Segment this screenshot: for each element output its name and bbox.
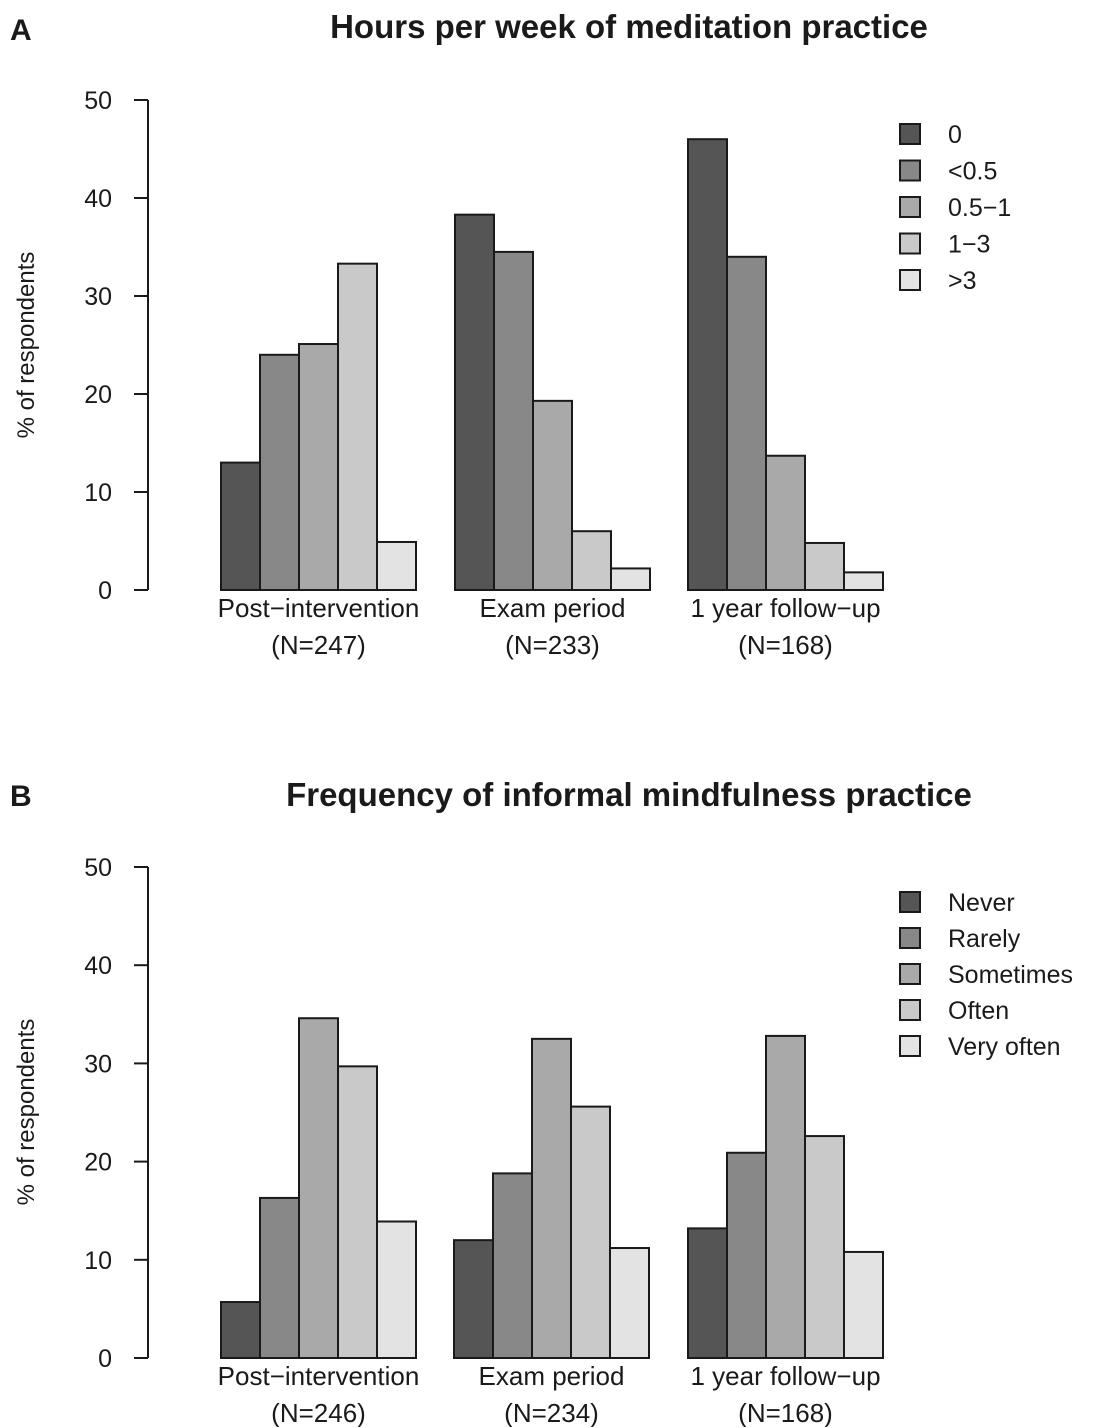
bar [687,1227,728,1359]
panel-letter: B [10,780,32,813]
legend-label: <0.5 [948,158,997,186]
legend-label: >3 [948,267,977,295]
legend-swatch [899,269,921,291]
legend-swatch [899,159,921,182]
x-category-sample-size: (N=233) [505,630,600,660]
x-category-label: Exam period [479,1361,625,1391]
bar [570,1105,611,1360]
x-category-label: Post−intervention [218,1361,420,1391]
legend-label: Never [948,889,1015,917]
y-axis-label: % of respondents [13,1019,40,1206]
bar [687,138,728,591]
x-category-sample-size: (N=247) [271,630,366,660]
legend-swatch [899,232,921,255]
bar [532,399,573,591]
legend-label: Rarely [948,925,1021,953]
bar [804,541,845,592]
bar [609,1247,650,1359]
chart-title: Hours per week of meditation practice [330,8,928,45]
legend-swatch [899,1035,921,1057]
bar [337,262,378,591]
bar [843,1250,884,1359]
y-tick-label: 50 [84,87,112,115]
legend-label: Sometimes [948,961,1073,989]
y-tick-label: 40 [84,952,112,980]
bar [492,1172,533,1360]
bar [454,213,495,591]
chart-title: Frequency of informal mindfulness practi… [286,776,972,813]
y-tick-label: 10 [84,1247,112,1275]
legend-swatch [899,123,921,145]
x-category-label: 1 year follow−up [690,593,880,623]
y-tick-label: 0 [98,1345,112,1373]
legend-label: Often [948,997,1009,1025]
y-tick-label: 20 [84,1149,112,1177]
bar [298,1017,339,1360]
y-axis-label: % of respondents [13,252,40,439]
y-tick-label: 10 [84,479,112,507]
legend-label: 0 [948,121,962,149]
bar [804,1135,845,1359]
y-tick-label: 30 [84,1050,112,1078]
bar [298,343,339,591]
legend-swatch [899,963,921,985]
x-category-sample-size: (N=168) [738,630,833,660]
bar [220,1301,261,1359]
x-category-sample-size: (N=234) [504,1398,599,1427]
bar [531,1037,572,1359]
bar [726,1151,767,1359]
legend-swatch [899,927,921,949]
chart-panel-a: A Hours per week of meditation practice … [10,8,1011,660]
y-tick-label: 30 [84,283,112,311]
bar [376,1220,417,1359]
bar [493,250,534,591]
bar [220,461,261,592]
bar [571,530,612,592]
x-category-label: 1 year follow−up [690,1361,880,1391]
legend-label: 0.5−1 [948,194,1011,222]
bar [376,540,417,591]
x-category-sample-size: (N=246) [271,1398,366,1427]
legend-swatch [899,891,921,913]
bar [610,567,651,592]
x-category-label: Exam period [480,593,626,623]
chart-panel-b: B Frequency of informal mindfulness prac… [10,776,1073,1427]
y-tick-label: 0 [98,577,112,605]
y-tick-label: 40 [84,185,112,213]
legend-label: Very often [948,1033,1061,1061]
x-category-label: Post−intervention [218,593,420,623]
y-tick-label: 20 [84,381,112,409]
x-category-sample-size: (N=168) [738,1398,833,1427]
bar [726,255,767,591]
legend-swatch [899,999,921,1021]
bar [843,571,884,591]
bar [337,1065,378,1359]
y-tick-label: 50 [84,854,112,882]
bar [259,353,300,591]
legend-swatch [899,196,921,218]
bar [453,1239,494,1360]
bar [765,1034,806,1360]
panel-letter: A [10,14,32,47]
bar [765,454,806,591]
legend-label: 1−3 [948,231,990,259]
bar [259,1196,300,1359]
